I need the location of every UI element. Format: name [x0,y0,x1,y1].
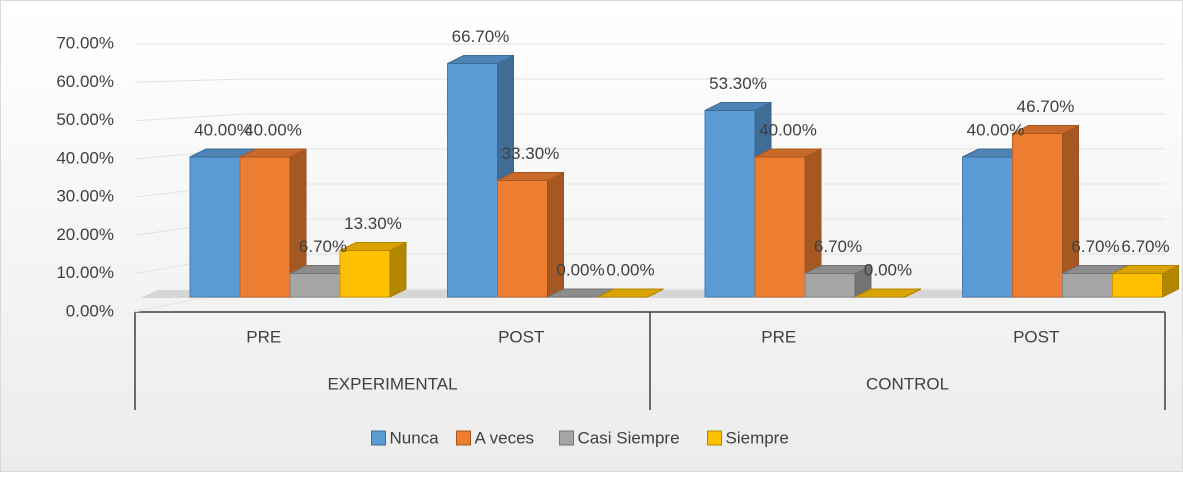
y-tick-label: 50.00% [56,110,114,129]
bar-side [389,241,407,298]
bar-front [1112,273,1163,298]
bar-top [239,148,307,158]
bar-top [1112,265,1179,275]
bar-front [289,273,341,298]
data-label: 33.30% [502,144,560,163]
bar [854,288,922,298]
bar-front [704,109,756,298]
y-tick-label: 20.00% [56,225,114,244]
data-label: 0.00% [864,260,912,279]
bar-top [804,265,872,275]
axis-frame [134,311,1166,410]
grid-line [134,78,246,83]
bar [339,241,407,298]
bar-front [447,63,498,298]
data-label: 6.70% [1071,237,1119,256]
legend-swatch [707,430,722,446]
x-tick-label: PRE [761,327,796,346]
bar [239,148,307,298]
bar-front [189,156,241,298]
data-label: 0.00% [606,260,654,279]
group-label: CONTROL [866,374,949,393]
bar [1112,264,1179,298]
bar [497,171,564,298]
bar-top [447,55,514,65]
bar [597,288,664,298]
data-label: 40.00% [244,120,302,139]
data-label: 0.00% [556,260,604,279]
legend-label: Casi Siempre [578,428,680,447]
x-tick-label: PRE [246,327,281,346]
legend-swatch [559,430,574,446]
bar-front [804,273,856,298]
data-label: 66.70% [452,27,510,46]
data-label: 13.30% [344,214,402,233]
legend-label: Nunca [390,428,440,447]
legend-label: Siempre [726,428,789,447]
y-tick-label: 0.00% [66,301,114,320]
legend-label: A veces [475,428,535,447]
bar-front [754,156,806,298]
y-tick-label: 60.00% [56,72,114,91]
data-label: 6.70% [299,237,347,256]
legend-swatch [371,430,386,446]
bar-top [597,288,664,298]
bar-top [497,171,564,181]
data-label: 40.00% [759,120,817,139]
x-tick-label: POST [498,327,544,346]
bar [804,264,872,298]
y-tick-label: 70.00% [56,33,114,52]
data-label: 46.70% [1017,97,1075,116]
bar-front [239,156,291,298]
data-label: 6.70% [1121,237,1169,256]
y-tick-label: 40.00% [56,148,114,167]
bar-front [497,179,548,298]
data-label: 53.30% [709,74,767,93]
grid-line [134,113,246,122]
bar-top [704,101,772,111]
bar-top [1012,125,1079,135]
bar-top [339,241,407,251]
y-tick-label: 30.00% [56,187,114,206]
bar-front [1062,273,1113,298]
data-label: 40.00% [194,120,252,139]
legend-swatch [456,430,471,446]
data-label: 40.00% [967,120,1025,139]
bar-front [962,156,1013,298]
x-tick-label: POST [1013,327,1059,346]
bar-front [339,249,391,298]
group-label: EXPERIMENTAL [327,374,457,393]
y-tick-label: 10.00% [56,263,114,282]
bar-top [854,288,922,298]
bar-top [754,148,822,158]
data-label: 6.70% [814,237,862,256]
bar-front [1012,133,1063,298]
